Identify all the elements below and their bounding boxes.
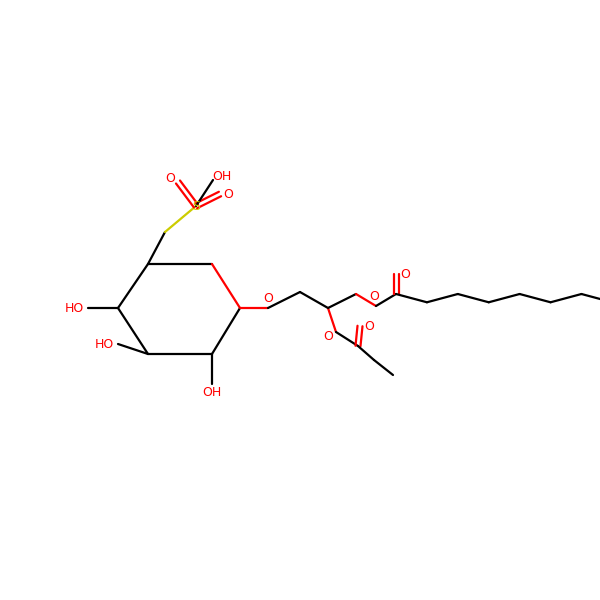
Text: OH: OH — [202, 386, 221, 400]
Text: S: S — [192, 199, 200, 212]
Text: O: O — [364, 319, 374, 332]
Text: OH: OH — [212, 170, 232, 184]
Text: O: O — [323, 331, 333, 343]
Text: HO: HO — [94, 337, 113, 350]
Text: O: O — [165, 173, 175, 185]
Text: O: O — [400, 268, 410, 280]
Text: O: O — [369, 290, 379, 304]
Text: O: O — [263, 292, 273, 305]
Text: O: O — [223, 187, 233, 200]
Text: HO: HO — [64, 301, 83, 314]
